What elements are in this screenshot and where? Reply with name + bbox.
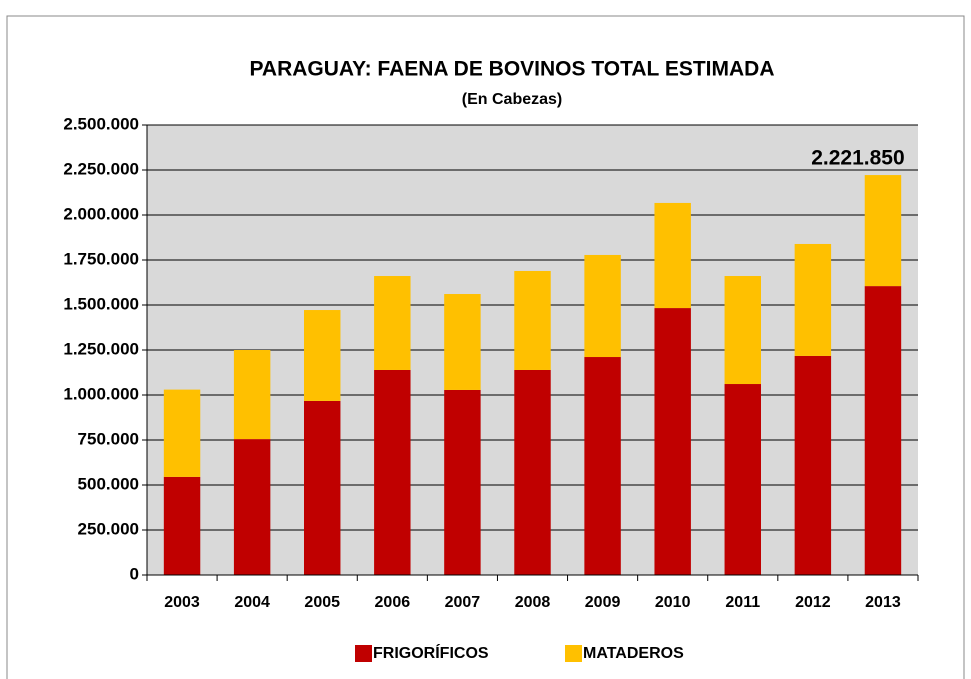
- x-tick-label: 2006: [375, 594, 411, 611]
- legend-swatch: [565, 645, 582, 662]
- bar-segment: [654, 202, 691, 309]
- bar-segment: [794, 243, 832, 356]
- x-tick-label: 2003: [164, 594, 200, 611]
- bar-segment: [304, 400, 341, 575]
- x-tick-label: 2013: [865, 594, 901, 611]
- chart-subtitle: (En Cabezas): [462, 91, 562, 108]
- y-tick-label: 250.000: [78, 519, 139, 538]
- bar-segment: [514, 369, 551, 575]
- chart-title: PARAGUAY: FAENA DE BOVINOS TOTAL ESTIMAD…: [249, 58, 774, 81]
- y-tick-label: 1.000.000: [63, 384, 139, 403]
- bar-segment: [163, 476, 201, 575]
- bar-segment: [864, 286, 902, 575]
- x-tick-label: 2004: [234, 594, 270, 611]
- x-tick-label: 2010: [655, 594, 691, 611]
- y-tick-label: 2.000.000: [63, 204, 139, 223]
- bar-segment: [584, 254, 621, 358]
- x-tick-label: 2012: [795, 594, 831, 611]
- bar-segment: [444, 294, 481, 390]
- x-tick-label: 2005: [304, 594, 340, 611]
- y-tick-label: 1.250.000: [63, 339, 139, 358]
- bar-segment: [584, 357, 621, 575]
- bar-segment: [163, 389, 201, 477]
- bar-segment: [233, 439, 271, 575]
- bar-segment: [724, 276, 761, 385]
- bar-segment: [444, 389, 481, 575]
- bar-segment: [374, 276, 411, 370]
- y-tick-label: 500.000: [78, 474, 139, 493]
- legend-swatch: [355, 645, 372, 662]
- y-tick-label: 2.500.000: [63, 114, 139, 133]
- legend-label: FRIGORÍFICOS: [373, 643, 489, 662]
- bar-segment: [304, 310, 341, 401]
- x-tick-label: 2007: [445, 594, 481, 611]
- x-tick-label: 2008: [515, 594, 551, 611]
- total-annotation: 2.221.850: [811, 147, 904, 170]
- bar-segment: [374, 369, 411, 575]
- y-tick-label: 2.250.000: [63, 159, 139, 178]
- y-tick-label: 0: [130, 564, 139, 583]
- y-tick-label: 1.500.000: [63, 294, 139, 313]
- x-tick-label: 2011: [725, 594, 760, 611]
- bar-segment: [233, 350, 271, 440]
- bar-segment: [864, 175, 902, 287]
- bar-segment: [794, 355, 832, 575]
- y-tick-label: 1.750.000: [63, 249, 139, 268]
- bar-segment: [514, 270, 551, 370]
- bar-segment: [724, 384, 761, 575]
- x-tick-label: 2009: [585, 594, 621, 611]
- y-tick-label: 750.000: [78, 429, 139, 448]
- legend-label: MATADEROS: [583, 645, 684, 662]
- bar-segment: [654, 308, 691, 575]
